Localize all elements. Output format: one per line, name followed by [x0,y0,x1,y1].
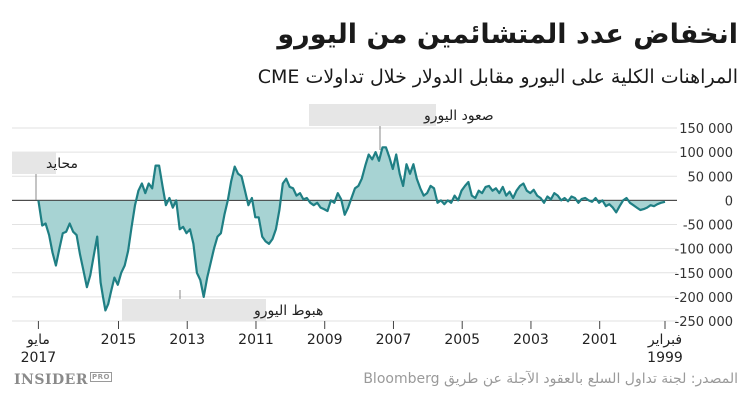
x-tick-label: 2001 [582,332,618,348]
source-note: المصدر: لجنة تداول السلع بالعقود الآجلة … [363,371,738,387]
x-tick-label: مايو [26,332,50,348]
area-layer [12,146,677,312]
annotation-box [309,104,436,126]
x-tick-label: 2005 [444,332,480,348]
annotation-box [12,152,56,174]
x-tick-label-year: 2017 [21,350,57,366]
x-tick-label: فبراير [647,332,682,348]
y-tick-label: -50 000 [683,219,733,234]
y-tick-label: 0 [725,194,733,209]
x-tick-label: 2009 [307,332,343,348]
chart-subtitle: المراهنات الكلية على اليورو مقابل الدولا… [257,66,738,88]
x-tick-label: 2007 [376,332,412,348]
y-tick-label: 50 000 [688,170,734,185]
chart-title: انخفاض عدد المتشائمين من اليورو [277,19,738,50]
x-tick-label: 2011 [238,332,274,348]
annotation-box [122,299,266,321]
y-tick-label: -200 000 [675,291,733,306]
x-tick-label: 2015 [101,332,137,348]
y-tick-label: -150 000 [675,267,733,282]
x-tick-label: 2013 [169,332,205,348]
insider-pro-logo: INSIDER PRO [14,372,112,388]
annotations: محايد صعود اليورو هبوط اليورو [12,104,494,321]
series-line [37,146,666,312]
y-tick-label: -250 000 [675,315,733,330]
y-axis-ticks: 150 000 100 000 50 000 0 -50 000 -100 000 -150… [675,122,733,330]
annotation-label: صعود اليورو [423,108,494,124]
x-axis-ticks: مايو 2017 2015 2013 2011 2009 2007 2005 2003 2001… [21,321,683,366]
y-tick-label: -100 000 [675,243,733,258]
x-tick-label-year: 1999 [647,350,683,366]
y-tick-label: 100 000 [679,146,733,161]
logo-badge: PRO [89,372,112,382]
x-tick-label: 2003 [513,332,549,348]
logo-text: INSIDER [14,372,88,388]
annotation-label: محايد [46,156,78,172]
y-tick-label: 150 000 [679,122,733,137]
annotation-label: هبوط اليورو [253,303,323,319]
